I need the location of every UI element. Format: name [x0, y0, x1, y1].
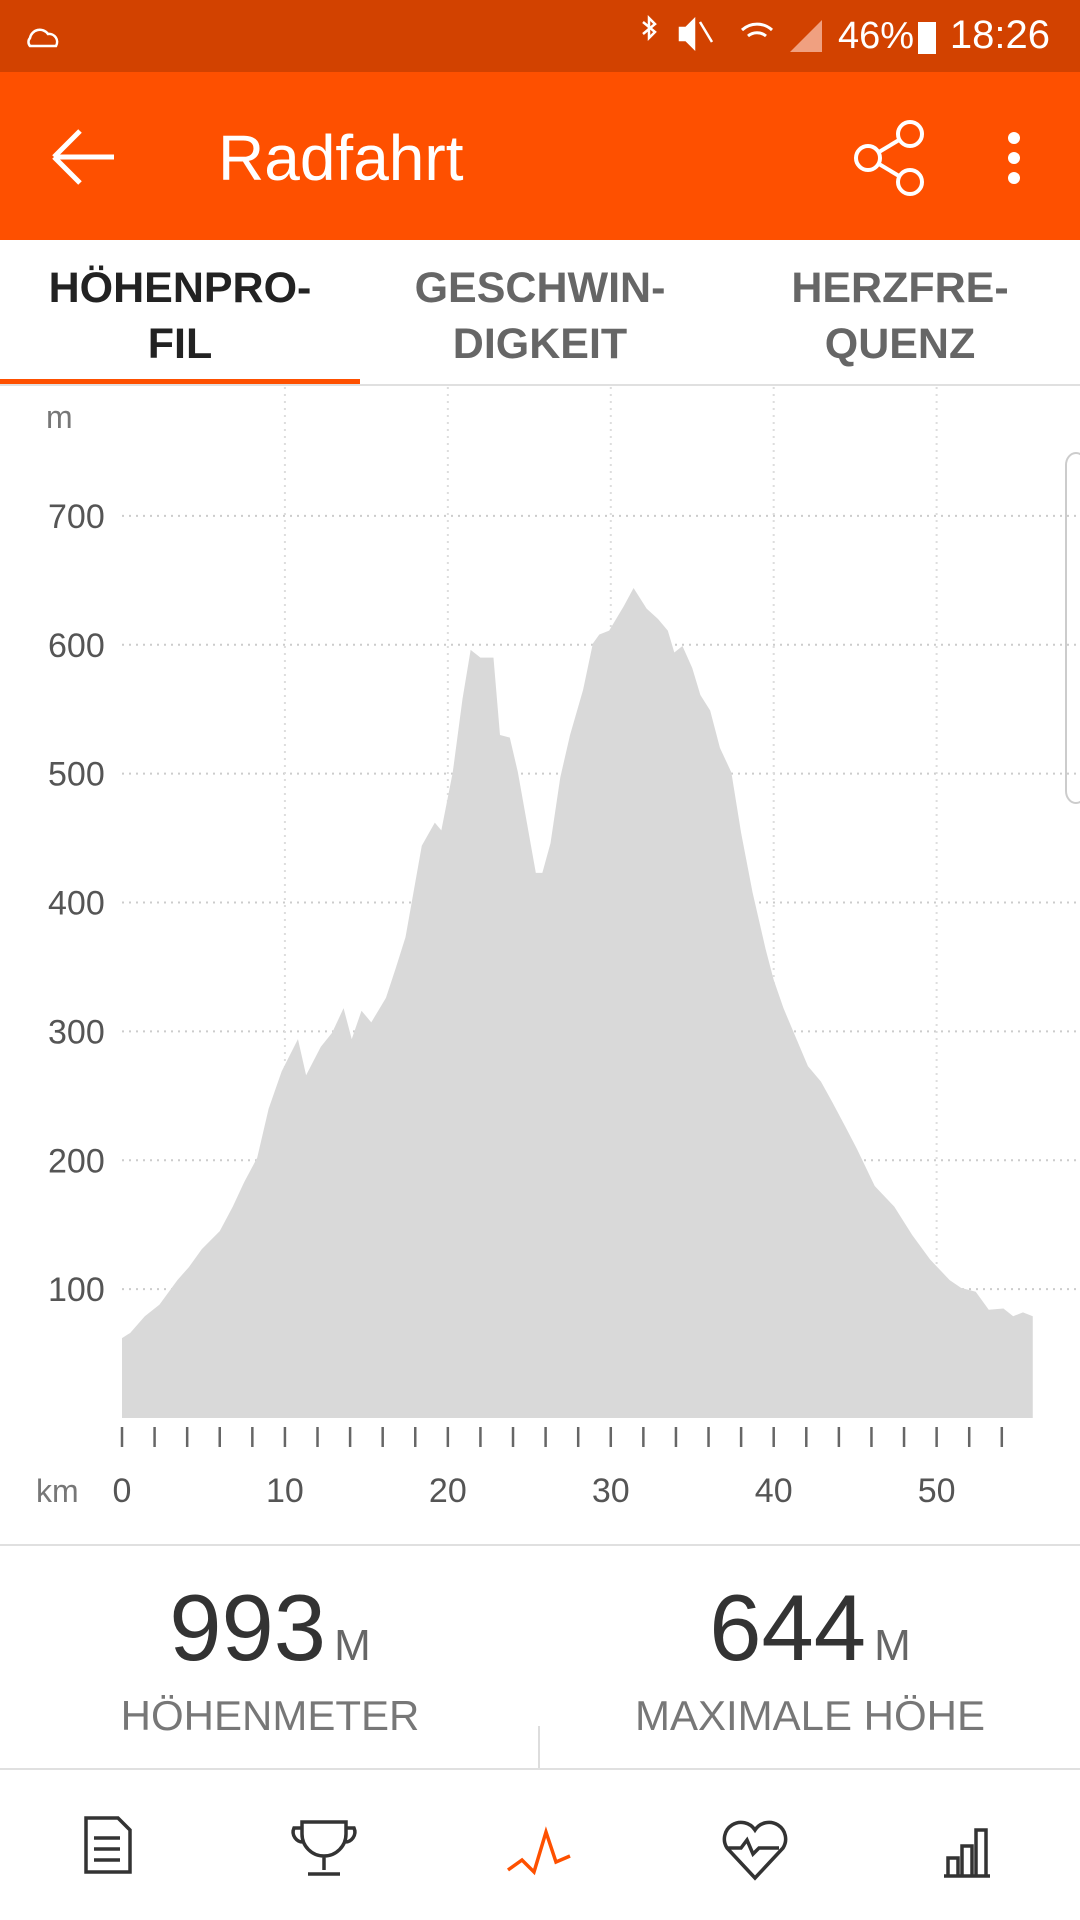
x-tick-label: 50	[918, 1472, 956, 1510]
nav-heart[interactable]	[722, 1820, 788, 1881]
y-tick-label: 100	[48, 1271, 105, 1309]
tab-label[interactable]: DIGKEIT	[453, 320, 627, 368]
elevation-area	[122, 588, 1033, 1418]
tab-label[interactable]: QUENZ	[825, 320, 976, 368]
stat-label: HÖHENMETER	[121, 1692, 420, 1739]
battery-icon	[918, 22, 936, 54]
back-button[interactable]	[52, 129, 114, 185]
y-tick-label: 600	[48, 627, 105, 665]
app-title: Radfahrt	[218, 122, 464, 194]
x-tick-label: 40	[755, 1472, 793, 1510]
stat-value: 993	[169, 1575, 326, 1680]
share-button[interactable]	[854, 120, 924, 196]
y-tick-label: 700	[48, 498, 105, 536]
nav-analysis[interactable]	[506, 1826, 571, 1876]
stat-label: MAXIMALE HÖHE	[635, 1692, 985, 1739]
stat-unit: M	[874, 1621, 911, 1670]
menu-button[interactable]	[1008, 132, 1020, 184]
tab-bar: HÖHENPRO- FIL GESCHWIN- DIGKEIT HERZFRE- QUEN…	[0, 264, 1009, 385]
y-tick-label: 500	[48, 756, 105, 794]
scroll-handle[interactable]	[1065, 452, 1080, 804]
nav-stats[interactable]	[944, 1828, 990, 1878]
y-tick-label: 200	[48, 1142, 105, 1180]
chart: m km 100 200 300 400 500 600 700 0 10 20 30 40 50	[36, 387, 1080, 1510]
signal-icon	[790, 20, 822, 52]
x-tick-label: 30	[592, 1472, 630, 1510]
tab-label[interactable]: HERZFRE-	[791, 264, 1008, 312]
x-tick-label: 10	[266, 1472, 304, 1510]
weather-icon	[27, 28, 59, 48]
app-bar	[0, 72, 1080, 240]
clock: 18:26	[950, 13, 1050, 57]
tab-label[interactable]: GESCHWIN-	[415, 264, 666, 312]
x-tick-label: 20	[429, 1472, 467, 1510]
tab-indicator	[0, 379, 360, 385]
battery-text: 46%	[838, 15, 914, 57]
x-unit: km	[36, 1473, 79, 1509]
y-unit: m	[46, 399, 73, 435]
bluetooth-icon	[642, 14, 657, 42]
tab-label[interactable]: HÖHENPRO-	[49, 264, 312, 312]
stat-unit: M	[334, 1621, 371, 1670]
nav-achievements[interactable]	[291, 1820, 357, 1876]
tab-label[interactable]: FIL	[148, 320, 212, 368]
nav-details[interactable]	[84, 1816, 132, 1874]
y-tick-label: 400	[48, 885, 105, 923]
mute-icon	[678, 16, 714, 52]
x-tick-label: 0	[113, 1472, 132, 1510]
wifi-icon	[740, 22, 774, 38]
y-tick-label: 300	[48, 1013, 105, 1051]
status-bar	[0, 0, 1080, 72]
stat-value: 644	[709, 1575, 866, 1680]
